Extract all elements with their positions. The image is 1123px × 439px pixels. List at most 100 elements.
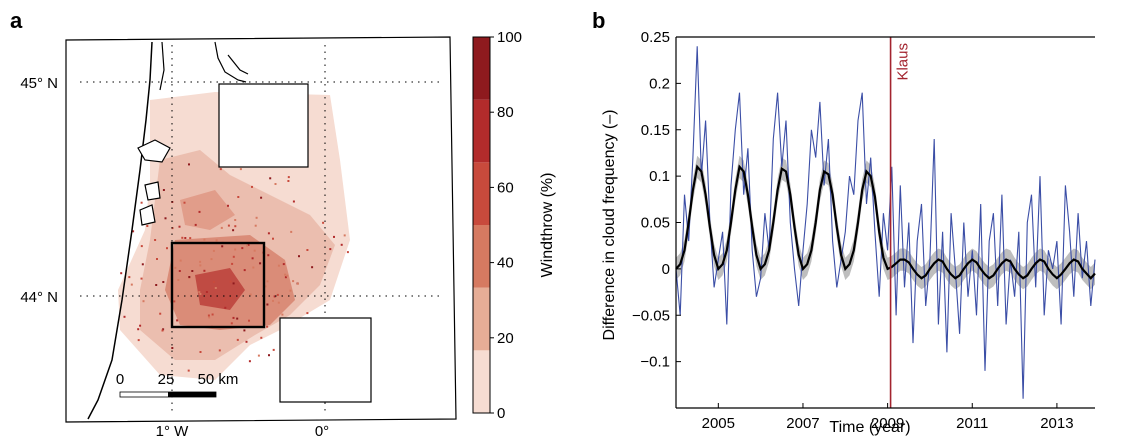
windthrow-speck: [264, 285, 267, 288]
windthrow-speck: [140, 277, 143, 280]
windthrow-speck: [179, 259, 182, 262]
windthrow-speck: [210, 258, 213, 261]
colorbar: [473, 37, 490, 413]
windthrow-speck: [128, 276, 131, 279]
x-tick-label: 2013: [1040, 415, 1073, 432]
windthrow-speck: [249, 293, 252, 296]
windthrow-speck: [140, 245, 143, 248]
colorbar-ticks: 0 20 40 60 80 100: [490, 29, 522, 422]
arcachon-basin: [137, 139, 171, 163]
panel-b-letter: b: [592, 8, 606, 33]
windthrow-speck: [260, 196, 263, 199]
windthrow-speck: [232, 282, 235, 285]
windthrow-speck: [241, 247, 244, 250]
x-tick-label: 2005: [702, 415, 735, 432]
windthrow-speck: [257, 354, 260, 357]
windthrow-speck: [162, 189, 165, 191]
windthrow-speck: [199, 264, 202, 267]
x-tick-label: 2011: [956, 415, 988, 432]
windthrow-speck: [287, 176, 290, 179]
lon-label-1W: 1° W: [156, 423, 190, 439]
windthrow-speck: [269, 177, 272, 180]
windthrow-speck: [198, 210, 201, 213]
windthrow-speck: [298, 255, 300, 258]
colorbar-segment: [473, 287, 490, 351]
windthrow-speck: [277, 301, 280, 304]
windthrow-speck: [255, 216, 258, 219]
x-tick-label: 2007: [786, 415, 819, 432]
windthrow-speck: [141, 263, 144, 266]
windthrow-speck: [212, 281, 215, 283]
windthrow-speck: [211, 313, 214, 316]
colorbar-tick-label: 80: [497, 104, 514, 121]
windthrow-specks: [120, 163, 349, 372]
y-tick-label: 0.2: [649, 75, 670, 92]
windthrow-speck: [267, 254, 270, 257]
windthrow-speck: [246, 244, 249, 247]
axes: −0.1 −0.05 0 0.05 0.1 0.15 0.2 0.25 2005 2007 2009…: [632, 29, 1095, 432]
colorbar-segment: [473, 350, 490, 413]
windthrow-speck: [137, 339, 140, 342]
windthrow-speck: [142, 300, 145, 303]
scale-label-0: 0: [116, 371, 124, 388]
windthrow-speck: [281, 313, 284, 316]
windthrow-speck: [212, 249, 215, 252]
windthrow-speck: [208, 316, 211, 319]
windthrow-speck: [205, 291, 208, 293]
windthrow-speck: [284, 276, 287, 279]
windthrow-speck: [243, 269, 246, 272]
windthrow-speck: [166, 247, 168, 250]
windthrow-speck: [236, 317, 239, 320]
windthrow-speck: [289, 289, 292, 292]
windthrow-speck: [259, 262, 262, 265]
windthrow-speck: [203, 269, 206, 272]
windthrow-speck: [251, 185, 253, 188]
y-tick-label: −0.1: [640, 354, 670, 371]
windthrow-speck: [230, 322, 233, 325]
lake-1: [144, 181, 161, 201]
windthrow-speck: [191, 270, 194, 272]
windthrow-speck: [173, 300, 176, 303]
klaus-event-label: Klaus: [895, 43, 912, 81]
windthrow-speck: [296, 282, 299, 285]
windthrow-speck: [239, 168, 242, 171]
windthrow-speck: [162, 328, 165, 331]
windthrow-speck: [292, 200, 295, 203]
scale-label-25: 25: [158, 371, 175, 388]
windthrow-speck: [236, 338, 239, 341]
windthrow-speck: [220, 226, 223, 229]
windthrow-speck: [224, 306, 227, 309]
windthrow-speck: [187, 369, 190, 372]
windthrow-speck: [306, 249, 309, 251]
windthrow-speck: [156, 258, 158, 260]
colorbar-segment: [473, 37, 490, 100]
study-box: [170, 241, 266, 329]
windthrow-speck: [227, 204, 229, 207]
windthrow-speck: [178, 225, 181, 228]
x-tick-label: 2009: [871, 415, 904, 432]
windthrow-speck: [232, 255, 235, 258]
windthrow-speck: [306, 312, 309, 315]
windthrow-map: 0 25 50 km 45° N 44° N 1° W 0° 0 20 40 60 80…: [20, 29, 556, 439]
windthrow-speck: [223, 298, 226, 301]
estuary-line: [159, 41, 165, 91]
y-tick-label: 0.1: [649, 168, 670, 185]
y-tick-label: 0.25: [641, 29, 670, 46]
windthrow-speck: [188, 163, 190, 166]
colorbar-tick-label: 0: [497, 405, 505, 422]
windthrow-speck: [272, 299, 274, 302]
windthrow-speck: [253, 249, 256, 252]
windthrow-speck: [322, 221, 325, 224]
windthrow-speck: [218, 349, 221, 352]
y-axis-label: Difference in cloud frequency (–): [601, 110, 618, 341]
windthrow-speck: [139, 324, 142, 327]
windthrow-speck: [155, 284, 158, 286]
windthrow-speck: [329, 248, 332, 251]
windthrow-speck: [130, 283, 133, 286]
windthrow-speck: [159, 312, 162, 315]
windthrow-speck: [181, 236, 184, 239]
colorbar-tick-label: 20: [497, 330, 514, 347]
coastline: [87, 41, 153, 420]
windthrow-speck: [146, 225, 149, 227]
windthrow-speck: [231, 262, 234, 265]
